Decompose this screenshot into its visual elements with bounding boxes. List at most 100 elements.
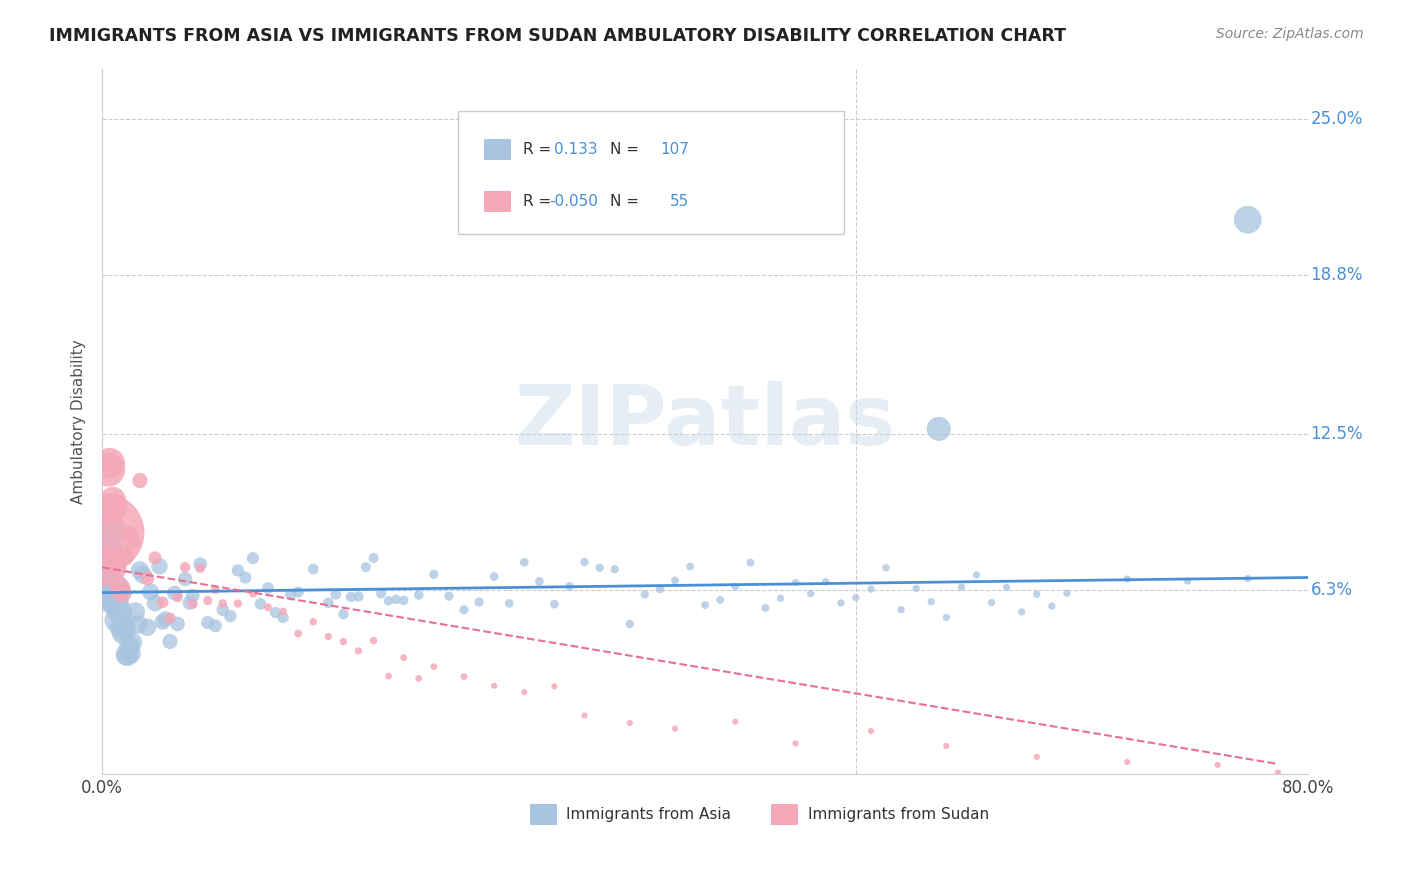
Text: -0.050: -0.050	[548, 194, 598, 209]
Point	[724, 714, 747, 729]
Point	[197, 615, 219, 630]
Point	[302, 615, 325, 629]
Point	[482, 569, 505, 583]
Text: 55: 55	[671, 194, 689, 209]
Point	[1011, 605, 1033, 619]
Point	[965, 567, 987, 582]
Point	[785, 737, 807, 751]
Point	[118, 639, 141, 653]
Point	[634, 587, 657, 601]
Point	[163, 586, 186, 600]
Point	[603, 562, 626, 576]
Point	[1236, 212, 1258, 227]
Point	[920, 594, 942, 608]
Point	[950, 580, 973, 594]
Text: Immigrants from Sudan: Immigrants from Sudan	[807, 806, 988, 822]
Point	[1040, 599, 1063, 614]
Point	[110, 605, 132, 619]
Point	[800, 586, 823, 600]
Point	[159, 634, 181, 648]
Point	[318, 596, 340, 610]
Point	[785, 575, 807, 590]
Point	[769, 591, 792, 606]
Point	[1206, 758, 1229, 772]
Point	[188, 557, 211, 571]
Point	[96, 547, 118, 561]
Point	[1236, 572, 1258, 586]
Point	[100, 503, 122, 517]
Point	[94, 525, 117, 540]
Point	[98, 456, 121, 470]
Point	[105, 613, 128, 627]
Point	[558, 579, 581, 593]
Point	[928, 422, 950, 436]
Point	[995, 581, 1018, 595]
Point	[859, 582, 882, 596]
Point	[354, 560, 377, 574]
Point	[980, 596, 1002, 610]
Point	[114, 549, 136, 564]
Point	[143, 596, 166, 610]
Point	[437, 589, 460, 603]
Point	[588, 561, 610, 575]
Point	[94, 523, 117, 537]
FancyBboxPatch shape	[530, 804, 557, 825]
Point	[287, 626, 309, 640]
Point	[197, 593, 219, 607]
Text: 25.0%: 25.0%	[1310, 110, 1362, 128]
Text: Source: ZipAtlas.com: Source: ZipAtlas.com	[1216, 27, 1364, 41]
Point	[110, 582, 132, 596]
Point	[226, 597, 249, 611]
Point	[385, 592, 408, 607]
FancyBboxPatch shape	[485, 191, 510, 211]
Text: 12.5%: 12.5%	[1310, 425, 1362, 442]
Point	[118, 527, 141, 541]
Point	[204, 619, 226, 633]
Point	[482, 679, 505, 693]
Point	[181, 589, 204, 603]
Point	[112, 625, 135, 640]
Text: N =: N =	[610, 142, 638, 157]
Point	[120, 646, 142, 660]
Point	[104, 555, 127, 569]
Point	[347, 644, 370, 658]
Point	[859, 724, 882, 739]
Point	[188, 561, 211, 575]
Point	[97, 554, 120, 568]
Point	[242, 586, 264, 600]
Point	[105, 550, 128, 565]
Text: Immigrants from Asia: Immigrants from Asia	[567, 806, 731, 822]
Point	[695, 598, 717, 612]
Point	[513, 555, 536, 569]
Point	[529, 574, 551, 589]
Point	[363, 551, 385, 566]
Point	[166, 616, 188, 631]
Point	[453, 603, 475, 617]
Point	[709, 592, 731, 607]
Point	[513, 685, 536, 699]
Point	[543, 679, 565, 693]
Point	[257, 581, 280, 595]
Point	[498, 596, 520, 610]
Point	[1116, 572, 1139, 586]
Point	[664, 722, 686, 736]
Point	[155, 612, 177, 626]
Point	[875, 560, 897, 574]
FancyBboxPatch shape	[772, 804, 799, 825]
Point	[98, 555, 121, 569]
Point	[128, 563, 150, 577]
Point	[332, 607, 354, 621]
Point	[392, 593, 415, 607]
Point	[814, 574, 837, 589]
Point	[136, 620, 159, 634]
Point	[1116, 755, 1139, 769]
Point	[152, 595, 174, 609]
Point	[166, 590, 188, 604]
Point	[249, 597, 271, 611]
Point	[332, 634, 354, 648]
Text: R =: R =	[523, 142, 551, 157]
Point	[128, 474, 150, 488]
Point	[377, 594, 399, 608]
Text: IMMIGRANTS FROM ASIA VS IMMIGRANTS FROM SUDAN AMBULATORY DISABILITY CORRELATION : IMMIGRANTS FROM ASIA VS IMMIGRANTS FROM …	[49, 27, 1066, 45]
Point	[574, 555, 596, 569]
